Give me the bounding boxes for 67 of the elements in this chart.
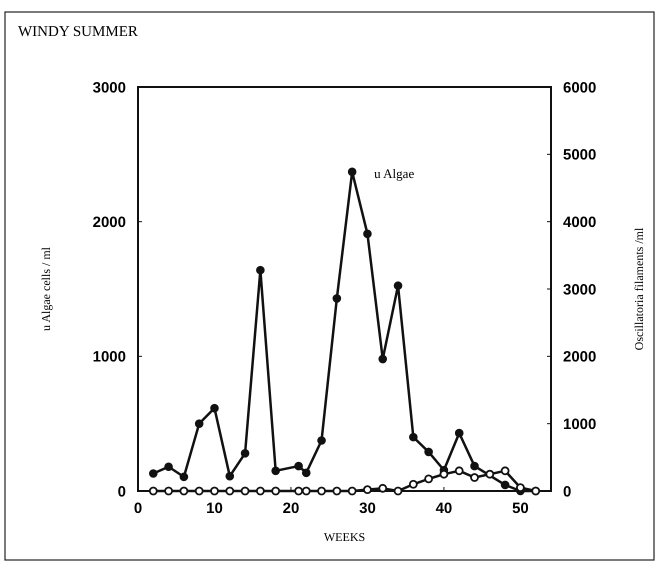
y-tick-label: 0 xyxy=(118,483,126,500)
point xyxy=(240,486,250,496)
y2-axis-title: Oscillatoria filaments /ml xyxy=(632,227,646,350)
y2-tick-label: 2000 xyxy=(563,348,596,366)
x-tick-label: 30 xyxy=(359,500,376,517)
point xyxy=(470,462,479,470)
point xyxy=(424,448,433,456)
point xyxy=(164,486,173,496)
point xyxy=(363,229,372,238)
point xyxy=(302,486,311,496)
point xyxy=(294,462,303,470)
point xyxy=(378,354,388,364)
point xyxy=(194,419,204,428)
point xyxy=(225,472,234,480)
point xyxy=(363,485,372,494)
point xyxy=(500,480,510,490)
annotation: u Algae xyxy=(374,166,414,181)
y2-tick-label: 0 xyxy=(563,483,572,500)
y2-tick-label: 3000 xyxy=(563,281,596,298)
x-tick-label: 10 xyxy=(206,500,223,517)
point xyxy=(454,466,464,476)
point xyxy=(164,462,173,472)
y2-tick-label: 4000 xyxy=(563,214,596,231)
point xyxy=(194,486,204,496)
y-tick-label: 3000 xyxy=(92,79,126,96)
point xyxy=(348,486,357,496)
point xyxy=(317,436,326,445)
point xyxy=(256,266,265,274)
point xyxy=(294,486,304,496)
point xyxy=(348,168,356,176)
y-axis-title: u Algae cells / ml xyxy=(39,246,53,331)
point xyxy=(394,486,402,496)
point xyxy=(500,466,510,476)
point xyxy=(485,470,494,479)
point xyxy=(210,486,219,496)
point xyxy=(256,486,265,496)
point xyxy=(271,486,280,496)
x-tick-label: 20 xyxy=(282,500,300,517)
point xyxy=(148,469,158,478)
x-axis-title: WEEKS xyxy=(324,530,366,544)
y2-tick-label: 6000 xyxy=(563,79,596,96)
y-tick-label: 2000 xyxy=(92,214,126,231)
point xyxy=(332,294,342,303)
point xyxy=(271,466,280,476)
point xyxy=(470,473,479,482)
y2-tick-label: 5000 xyxy=(563,146,596,164)
y2-tick-label: 1000 xyxy=(563,416,596,433)
x-tick-label: 40 xyxy=(436,500,452,517)
point xyxy=(332,486,342,496)
point xyxy=(409,432,418,442)
point xyxy=(179,486,188,496)
point xyxy=(210,404,219,412)
point xyxy=(378,484,388,493)
point xyxy=(424,474,434,484)
x-tick-label: 50 xyxy=(512,500,529,517)
point xyxy=(408,480,418,489)
point xyxy=(148,486,158,496)
point xyxy=(394,281,402,290)
point xyxy=(454,428,464,438)
point xyxy=(225,486,234,496)
x-tick-label: 0 xyxy=(134,500,142,517)
chart-title: WINDY SUMMER xyxy=(18,24,138,40)
point xyxy=(180,472,188,482)
point xyxy=(317,486,326,496)
y-tick-label: 1000 xyxy=(92,348,126,366)
point xyxy=(240,448,250,458)
point xyxy=(302,468,311,478)
